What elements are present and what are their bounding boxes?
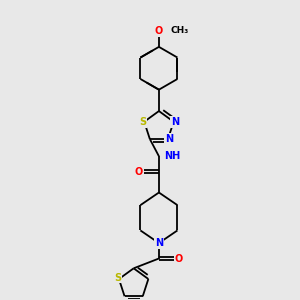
Text: N: N: [171, 117, 179, 127]
Text: O: O: [135, 167, 143, 177]
Text: NH: NH: [164, 151, 181, 161]
Text: O: O: [155, 26, 163, 36]
Text: N: N: [155, 238, 163, 248]
Text: O: O: [175, 254, 183, 263]
Text: N: N: [165, 134, 173, 144]
Text: S: S: [114, 272, 121, 283]
Text: CH₃: CH₃: [170, 26, 188, 35]
Text: S: S: [140, 117, 147, 127]
